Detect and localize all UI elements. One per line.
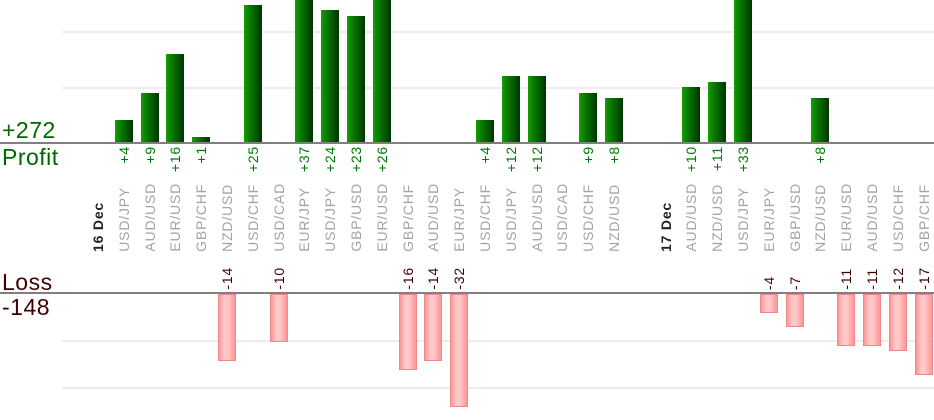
loss-value-label-eur-usd: -11 [838,268,855,290]
loss-value-label-eur-jpy: -32 [451,267,468,290]
gridline-loss-10 [62,340,934,342]
loss-value-label-gbp-chf: -17 [915,267,932,290]
loss-bar-eur-usd [837,294,856,347]
pair-label-eur-usd: EUR/USD [373,183,390,252]
profit-bar-usd-chf [579,92,598,142]
pair-label-aud-usd: AUD/USD [683,183,700,252]
pair-label-usd-cad: USD/CAD [554,183,571,252]
profit-bar-nzd-usd [811,98,830,142]
pair-label-nzd-usd: NZD/USD [709,184,726,252]
loss-bar-aud-usd [424,294,443,361]
loss-value-label-eur-jpy: -4 [760,275,777,290]
loss-value-label-gbp-chf: -16 [399,267,416,290]
loss-bar-eur-jpy [759,294,778,313]
profit-bar-usd-chf [243,4,262,142]
profit-total-label: +272 [2,117,56,143]
gridline-loss-20 [62,387,934,389]
loss-value-label-usd-chf: -12 [889,267,906,290]
pair-label-aud-usd: AUD/USD [864,183,880,252]
profit-bar-aud-usd [682,87,701,142]
pair-label-gbp-usd: GBP/USD [348,183,364,252]
loss-bar-aud-usd [863,294,881,347]
pair-label-gbp-chf: GBP/CHF [399,184,416,252]
gridline-profit-20 [62,31,934,33]
profit-bar-nzd-usd [605,98,623,142]
loss-bar-nzd-usd [218,294,236,361]
loss-axis-title: Loss [2,269,53,295]
pair-label-eur-jpy: EUR/JPY [451,187,468,252]
loss-value-label-aud-usd: -11 [864,268,880,290]
profit-bar-aud-usd [527,76,546,142]
pair-label-gbp-usd: GBP/USD [786,183,803,252]
loss-bar-gbp-chf [914,294,933,375]
gridline-profit-10 [62,87,934,89]
profit-bar-usd-jpy [321,10,340,142]
pair-label-usd-chf: USD/CHF [244,184,261,252]
profit-bar-gbp-chf [192,136,211,142]
pair-label-usd-jpy: USD/JPY [115,187,132,252]
pair-label-usd-chf: USD/CHF [889,184,906,252]
loss-total-label: -148 [2,294,51,320]
profit-bar-usd-jpy [734,0,752,142]
pair-label-gbp-chf: GBP/CHF [915,184,932,252]
loss-bar-eur-jpy [450,294,469,407]
loss-bar-usd-cad [269,294,288,342]
loss-value-label-nzd-usd: -14 [219,267,235,290]
loss-value-label-aud-usd: -14 [425,267,442,290]
profit-bar-nzd-usd [708,81,727,142]
profit-bar-usd-jpy [501,76,520,142]
pair-label-aud-usd: AUD/USD [141,183,158,252]
profit-bar-usd-chf [476,120,494,142]
pair-label-usd-jpy: USD/JPY [735,187,751,252]
pair-label-eur-jpy: EUR/JPY [296,187,313,252]
pair-label-nzd-usd: NZD/USD [812,184,829,252]
pair-label-usd-jpy: USD/JPY [322,187,339,252]
loss-axis-line [0,292,934,294]
pair-label-usd-jpy: USD/JPY [502,187,519,252]
pair-label-gbp-chf: GBP/CHF [193,184,210,252]
pair-label-eur-usd: EUR/USD [838,183,855,252]
profit-axis-title: Profit [2,144,59,170]
profit-bar-gbp-usd [347,15,365,142]
loss-bar-usd-chf [888,294,907,351]
pair-label-aud-usd: AUD/USD [425,183,442,252]
pair-label-usd-chf: USD/CHF [477,184,493,252]
loss-bar-gbp-chf [398,294,417,370]
pair-label-usd-chf: USD/CHF [580,184,597,252]
profit-bar-eur-jpy [295,0,314,142]
loss-value-label-usd-cad: -10 [270,267,287,290]
pair-label-nzd-usd: NZD/USD [219,184,235,252]
loss-value-label-gbp-usd: -7 [786,275,803,290]
profit-axis-line [0,142,934,144]
date-label-17-dec: 17 Dec [657,202,674,252]
profit-bar-eur-usd [372,0,391,142]
date-label-16-dec: 16 Dec [90,202,106,252]
profit-bar-usd-jpy [114,120,133,142]
loss-bar-gbp-usd [785,294,804,328]
profit-bar-aud-usd [140,92,159,142]
pair-label-eur-usd: EUR/USD [167,183,184,252]
pair-label-nzd-usd: NZD/USD [606,184,622,252]
pair-label-eur-jpy: EUR/JPY [760,187,777,252]
profit-bar-eur-usd [166,54,185,142]
pair-label-usd-cad: USD/CAD [270,183,287,252]
pair-label-aud-usd: AUD/USD [528,183,545,252]
